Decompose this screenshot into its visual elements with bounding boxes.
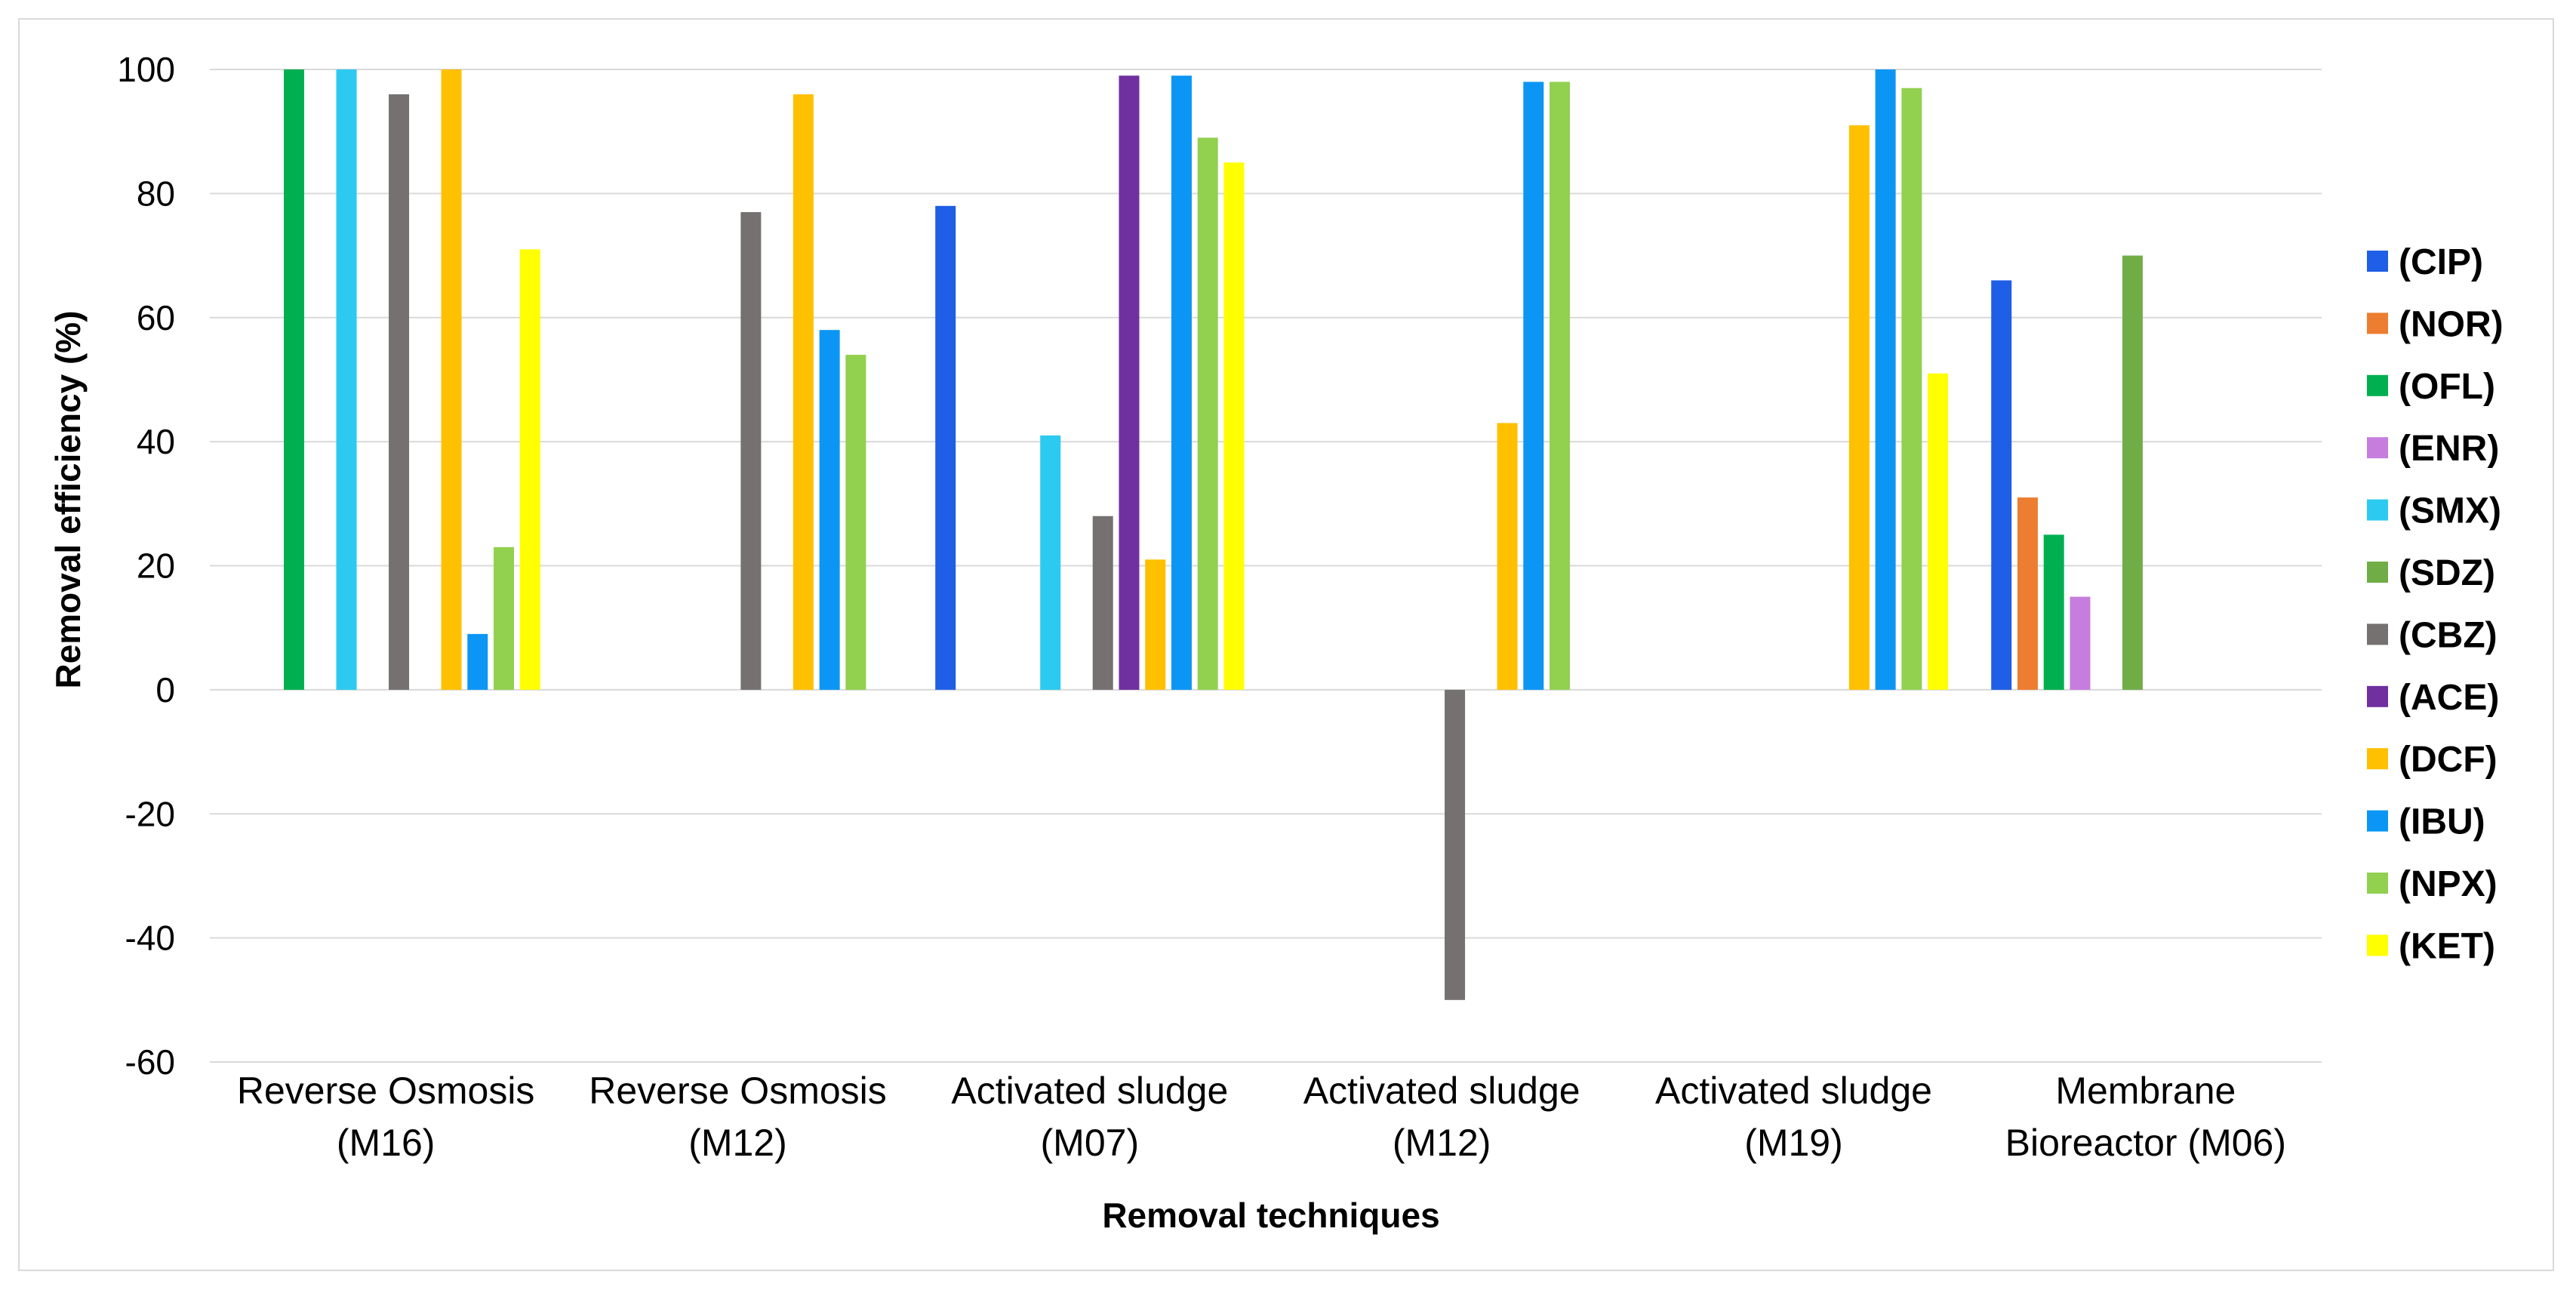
legend-swatch bbox=[2367, 499, 2388, 521]
axes: 100 80 60 40 20 0 -20 -40 -60 Reverse Osmosis (M16… bbox=[117, 50, 2286, 1164]
y-tick-label: 100 bbox=[117, 50, 175, 89]
bar-cbz-1 bbox=[389, 94, 410, 690]
legend-label: (DCF) bbox=[2399, 740, 2498, 780]
bar-nor-6 bbox=[2017, 497, 2038, 690]
bar-ibu-4 bbox=[1523, 82, 1544, 690]
bar-ibu-1 bbox=[467, 633, 488, 690]
bar-ofl-6 bbox=[2043, 534, 2064, 690]
bar-cbz-2 bbox=[740, 212, 762, 690]
legend-item: (CBZ) bbox=[2367, 615, 2498, 655]
y-tick-label: 20 bbox=[137, 546, 175, 586]
legend-swatch bbox=[2367, 374, 2388, 396]
bar-dcf-3 bbox=[1145, 559, 1166, 690]
legend-label: (ACE) bbox=[2399, 678, 2499, 718]
legend-swatch bbox=[2367, 312, 2388, 334]
gridlines bbox=[210, 69, 2322, 1063]
legend-label: (ENR) bbox=[2399, 429, 2499, 469]
legend-item: (NPX) bbox=[2367, 864, 2498, 904]
bar-npx-3 bbox=[1197, 137, 1218, 690]
legend-item: (NOR) bbox=[2367, 304, 2504, 344]
x-category-label-line1: Activated sludge bbox=[951, 1070, 1228, 1112]
legend-label: (CIP) bbox=[2399, 242, 2483, 282]
bar-enr-6 bbox=[2070, 596, 2091, 690]
y-tick-label: 60 bbox=[137, 298, 175, 337]
chart-frame: 100 80 60 40 20 0 -20 -40 -60 Reverse Osmosis (M16… bbox=[18, 18, 2554, 1271]
legend-label: (OFL) bbox=[2399, 367, 2495, 407]
legend-item: (CIP) bbox=[2367, 242, 2483, 282]
x-category-label-line1: Reverse Osmosis bbox=[589, 1070, 887, 1112]
bar-npx-2 bbox=[845, 355, 866, 690]
x-category-label-line2: (M07) bbox=[1041, 1122, 1140, 1164]
bar-dcf-4 bbox=[1497, 423, 1518, 690]
bar-npx-5 bbox=[1901, 88, 1922, 690]
y-tick-label: -60 bbox=[125, 1042, 175, 1082]
legend-item: (ACE) bbox=[2367, 678, 2499, 718]
y-tick-label: 0 bbox=[155, 670, 175, 710]
legend-swatch bbox=[2367, 562, 2388, 583]
legend-label: (NPX) bbox=[2399, 864, 2498, 904]
bar-cbz-4 bbox=[1445, 689, 1466, 1000]
bar-dcf-2 bbox=[792, 94, 814, 690]
legend-label: (SDZ) bbox=[2399, 553, 2495, 593]
bar-dcf-1 bbox=[441, 69, 462, 690]
legend-label: (KET) bbox=[2399, 926, 2495, 966]
y-tick-label: 40 bbox=[137, 422, 175, 461]
bar-ofl-1 bbox=[284, 69, 305, 690]
y-tick-label: 80 bbox=[137, 174, 175, 213]
legend-swatch bbox=[2367, 437, 2388, 459]
legend-swatch bbox=[2367, 934, 2388, 956]
legend-label: (SMX) bbox=[2399, 491, 2501, 531]
legend-item: (ENR) bbox=[2367, 429, 2499, 469]
legend-item: (SMX) bbox=[2367, 491, 2501, 531]
bars bbox=[284, 69, 2143, 1000]
bar-cip-3 bbox=[935, 205, 956, 690]
y-axis-title: Removal efficiency (%) bbox=[48, 310, 88, 688]
x-category-label-line1: Reverse Osmosis bbox=[237, 1070, 535, 1112]
bar-ket-1 bbox=[519, 249, 540, 690]
bar-sdz-6 bbox=[2122, 255, 2143, 690]
x-category-label-line2: (M16) bbox=[337, 1122, 435, 1164]
x-category-label-line2: Bioreactor (M06) bbox=[2005, 1122, 2286, 1164]
legend-item: (IBU) bbox=[2367, 802, 2485, 842]
legend-label: (IBU) bbox=[2399, 802, 2485, 842]
x-category-label-line1: Activated sludge bbox=[1303, 1070, 1580, 1112]
legend-swatch bbox=[2367, 873, 2388, 894]
bar-smx-1 bbox=[336, 69, 357, 690]
legend: (CIP) (NOR) (OFL) (ENR) (SMX) (SDZ) (CBZ) (ACE)… bbox=[2367, 242, 2504, 966]
bar-ibu-2 bbox=[819, 330, 840, 690]
x-category-label-line2: (M12) bbox=[1393, 1122, 1491, 1164]
x-category-label-line2: (M12) bbox=[688, 1122, 787, 1164]
legend-item: (DCF) bbox=[2367, 740, 2498, 780]
x-category-label-line1: Membrane bbox=[2055, 1070, 2236, 1112]
bar-ibu-3 bbox=[1171, 75, 1192, 690]
chart-svg: 100 80 60 40 20 0 -20 -40 -60 Reverse Osmosis (M16… bbox=[48, 50, 2504, 1235]
legend-item: (OFL) bbox=[2367, 367, 2495, 407]
legend-item: (KET) bbox=[2367, 926, 2495, 966]
legend-item: (SDZ) bbox=[2367, 553, 2495, 593]
bar-npx-4 bbox=[1550, 82, 1571, 690]
bar-cip-6 bbox=[1991, 280, 2012, 690]
legend-swatch bbox=[2367, 810, 2388, 832]
x-category-label-line1: Activated sludge bbox=[1655, 1070, 1932, 1112]
y-tick-label: -40 bbox=[125, 919, 175, 958]
x-axis-title: Removal techniques bbox=[1102, 1196, 1439, 1235]
legend-swatch bbox=[2367, 251, 2388, 272]
legend-label: (NOR) bbox=[2399, 304, 2504, 344]
bar-dcf-5 bbox=[1848, 125, 1870, 690]
legend-swatch bbox=[2367, 685, 2388, 707]
bar-npx-1 bbox=[494, 546, 515, 690]
bar-ibu-5 bbox=[1875, 69, 1896, 690]
bar-ace-3 bbox=[1119, 75, 1140, 690]
y-tick-label: -20 bbox=[125, 794, 175, 833]
bar-cbz-3 bbox=[1092, 516, 1113, 690]
legend-label: (CBZ) bbox=[2399, 615, 2498, 655]
bar-ket-3 bbox=[1223, 162, 1245, 690]
bar-ket-5 bbox=[1928, 373, 1949, 690]
x-category-label-line2: (M19) bbox=[1744, 1122, 1843, 1164]
bar-smx-3 bbox=[1040, 435, 1061, 690]
legend-swatch bbox=[2367, 748, 2388, 770]
legend-swatch bbox=[2367, 623, 2388, 645]
